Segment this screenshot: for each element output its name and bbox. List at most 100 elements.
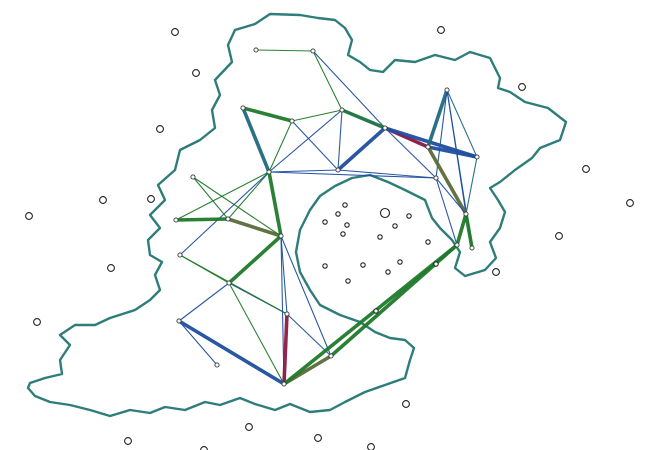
station-n7 (444, 87, 450, 93)
link-n2-n5 (312, 50, 343, 111)
link-n20-n21 (179, 254, 288, 315)
link-n1-n2 (255, 49, 314, 52)
station-n3 (240, 105, 246, 111)
offshore-site-27 (322, 263, 328, 269)
offshore-site-35 (367, 443, 375, 450)
link-n8-n12 (268, 171, 437, 179)
link-n19-n22 (228, 282, 285, 385)
station-n4 (289, 118, 295, 124)
offshore-site-33 (245, 423, 253, 431)
station-n11 (474, 154, 480, 160)
offshore-site-31 (33, 318, 41, 326)
station-n22b (214, 362, 220, 368)
offshore-site-1 (171, 28, 179, 36)
link-n8-n15 (175, 171, 270, 221)
station-n25 (454, 242, 460, 248)
coastline (26, 12, 568, 418)
link-n8-n16 (227, 171, 270, 220)
station-n1 (253, 47, 259, 53)
station-n16 (225, 216, 231, 222)
link-n13-n14 (464, 212, 474, 250)
offshore-site-25 (433, 261, 439, 267)
link-n12-n13 (435, 177, 467, 215)
offshore-site-19 (340, 231, 346, 237)
link-n5-n8 (268, 109, 343, 173)
link-n2-n6 (312, 50, 386, 129)
link-n5-n9 (337, 109, 343, 171)
link-n15-n16 (174, 217, 230, 222)
link-n9-n12 (337, 169, 437, 179)
offshore-site-11 (555, 232, 563, 240)
link-n4-n8 (268, 120, 293, 173)
offshore-site-16 (335, 211, 341, 217)
station-n13 (463, 211, 469, 217)
offshore-sites-layer (25, 26, 634, 450)
link-n24-n22b (178, 320, 218, 366)
link-n18-n21 (280, 235, 288, 315)
link-n7-n10 (426, 88, 449, 149)
transmission-links-layer (174, 49, 479, 386)
station-n20 (177, 252, 183, 258)
offshore-site-32 (402, 400, 410, 408)
offshore-site-14 (392, 223, 398, 229)
offshore-site-12 (379, 207, 391, 219)
offshore-site-30 (107, 264, 115, 272)
link-n7-n11 (446, 89, 478, 158)
link-n21-n22 (282, 312, 289, 386)
link-n18-n23 (280, 235, 332, 357)
offshore-site-22 (360, 262, 366, 268)
station-n14 (469, 245, 475, 251)
link-n17-n18 (192, 176, 282, 237)
link-n4-n5 (291, 109, 343, 122)
station-n9 (335, 167, 341, 173)
link-n8-n9 (268, 169, 339, 173)
offshore-site-36 (200, 446, 208, 450)
link-n19-n24 (178, 282, 230, 322)
link-n4-n9 (291, 120, 339, 171)
station-n17 (190, 174, 196, 180)
link-n10-n11 (426, 145, 479, 159)
offshore-site-24 (397, 259, 403, 265)
offshore-site-6 (582, 165, 590, 173)
offshore-site-8 (147, 195, 155, 203)
station-n21 (284, 311, 290, 317)
station-n6 (382, 125, 388, 131)
link-n21-n23 (286, 313, 332, 357)
link-n8-n18 (267, 170, 283, 238)
station-n19 (226, 280, 232, 286)
offshore-site-20 (377, 234, 383, 240)
offshore-site-7 (99, 196, 107, 204)
station-n2 (310, 48, 316, 54)
offshore-site-29 (492, 268, 500, 276)
offshore-site-18 (322, 219, 328, 225)
offshore-site-5 (156, 125, 164, 133)
link-n16-n18 (226, 217, 283, 238)
link-n8-n20 (179, 171, 270, 256)
link-n6-n9 (336, 126, 387, 172)
offshore-site-34 (314, 434, 322, 442)
station-n23 (328, 353, 334, 359)
link-n6-n12 (384, 127, 437, 179)
station-n12 (433, 175, 439, 181)
station-n8 (266, 169, 272, 175)
offshore-site-4 (518, 83, 526, 91)
offshore-site-2 (437, 26, 445, 34)
coastline-layer (26, 12, 568, 418)
station-n24 (176, 318, 182, 324)
station-n5 (339, 107, 345, 113)
link-n3-n4 (241, 106, 294, 123)
link-n18-n19 (227, 234, 283, 285)
offshore-site-10 (626, 199, 634, 207)
link-n12-n25 (435, 177, 458, 246)
offshore-site-15 (342, 202, 348, 208)
station-n18 (278, 233, 284, 239)
offshore-site-28 (373, 308, 379, 314)
offshore-site-37 (124, 437, 132, 445)
offshore-site-23 (385, 269, 391, 275)
offshore-site-17 (344, 222, 350, 228)
station-n22 (281, 381, 287, 387)
offshore-site-21 (425, 239, 431, 245)
offshore-site-13 (406, 213, 412, 219)
offshore-site-3 (192, 69, 200, 77)
